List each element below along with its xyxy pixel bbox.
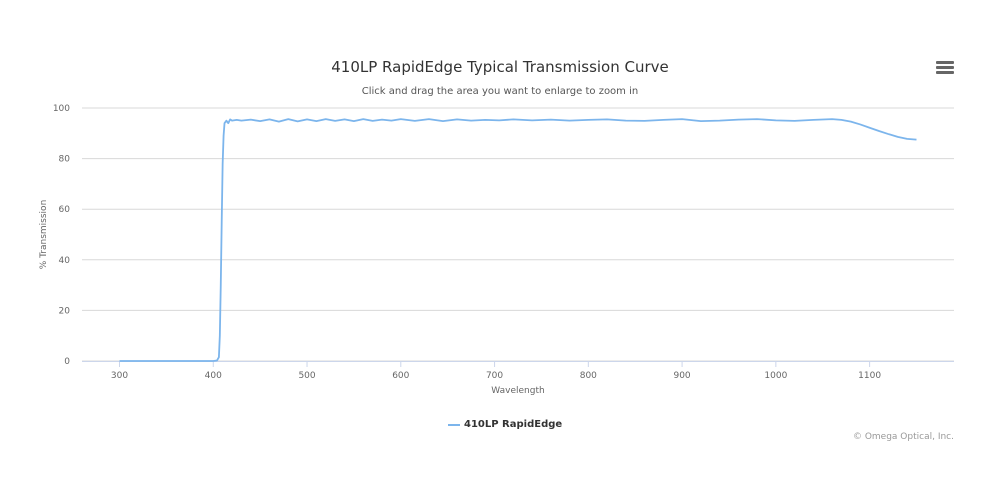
series-line-410lp-rapidedge	[119, 118, 917, 362]
y-tick-label: 80	[59, 155, 71, 165]
y-tick-label: 0	[64, 357, 70, 367]
x-tick-label: 900	[673, 371, 690, 381]
x-tick-label: 300	[111, 371, 128, 381]
chart-title: 410LP RapidEdge Typical Transmission Cur…	[331, 58, 669, 76]
x-axis-title: Wavelength	[491, 386, 544, 396]
x-tick-label: 800	[580, 371, 597, 381]
y-tick-label: 40	[59, 256, 71, 266]
x-tick-label: 600	[392, 371, 409, 381]
chart-subtitle: Click and drag the area you want to enla…	[361, 86, 639, 97]
x-tick-label: 700	[486, 371, 503, 381]
hamburger-menu-icon[interactable]	[936, 61, 954, 77]
x-tick-label: 1000	[764, 371, 787, 381]
x-tick-label: 1100	[858, 371, 881, 381]
x-tick-label: 400	[205, 371, 222, 381]
menu-bar	[936, 71, 954, 74]
y-axis-title: % Transmission	[39, 200, 49, 270]
legend-line-symbol	[448, 423, 460, 426]
menu-bar	[936, 61, 954, 64]
y-tick-label: 20	[59, 306, 71, 316]
menu-bar	[936, 66, 954, 69]
legend-item[interactable]: 410LP RapidEdge	[448, 419, 562, 430]
credits-text[interactable]: © Omega Optical, Inc.	[852, 432, 954, 442]
x-tick-label: 500	[298, 371, 315, 381]
y-tick-label: 100	[53, 104, 70, 114]
y-tick-label: 60	[59, 205, 71, 215]
legend-label: 410LP RapidEdge	[464, 419, 563, 430]
